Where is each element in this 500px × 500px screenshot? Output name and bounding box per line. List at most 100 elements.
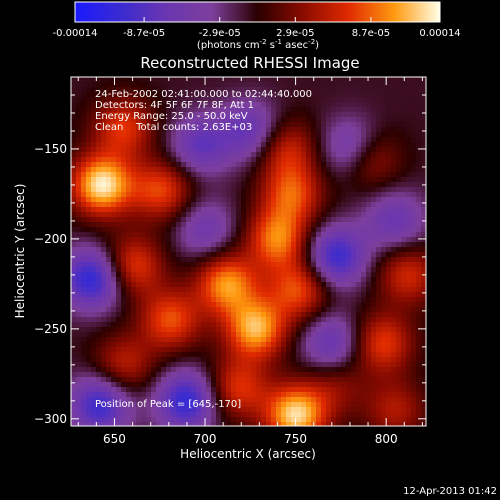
heatmap-cell bbox=[346, 357, 352, 363]
heatmap-cell bbox=[421, 207, 426, 213]
heatmap-cell bbox=[221, 182, 227, 188]
heatmap-cell bbox=[266, 302, 272, 308]
heatmap-cell bbox=[281, 267, 287, 273]
heatmap-cell bbox=[306, 262, 312, 268]
heatmap-cell bbox=[356, 257, 362, 263]
heatmap-cell bbox=[196, 272, 202, 278]
heatmap-cell bbox=[316, 367, 322, 373]
heatmap-cell bbox=[321, 277, 327, 283]
heatmap-cell bbox=[121, 117, 127, 123]
heatmap-cell bbox=[206, 137, 212, 143]
heatmap-cell bbox=[261, 307, 267, 313]
heatmap-cell bbox=[121, 322, 127, 328]
heatmap-cell bbox=[401, 157, 407, 163]
heatmap-cell bbox=[201, 397, 207, 403]
heatmap-cell bbox=[201, 317, 207, 323]
heatmap-cell bbox=[71, 352, 77, 358]
heatmap-cell bbox=[311, 132, 317, 138]
heatmap-cell bbox=[226, 162, 232, 168]
heatmap-cell bbox=[386, 142, 392, 148]
heatmap-cell bbox=[131, 152, 137, 158]
heatmap-cell bbox=[361, 347, 367, 353]
heatmap-cell bbox=[386, 422, 392, 426]
heatmap-cell bbox=[216, 287, 222, 293]
heatmap-cell bbox=[271, 312, 277, 318]
heatmap-cell bbox=[411, 182, 417, 188]
heatmap-cell bbox=[161, 357, 167, 363]
heatmap-cell bbox=[261, 387, 267, 393]
heatmap-cell bbox=[321, 417, 327, 423]
heatmap-cell bbox=[276, 212, 282, 218]
heatmap-cell bbox=[291, 242, 297, 248]
heatmap-cell bbox=[151, 397, 157, 403]
heatmap-cell bbox=[201, 87, 207, 93]
heatmap-cell bbox=[186, 387, 192, 393]
heatmap-cell bbox=[321, 132, 327, 138]
heatmap-cell bbox=[161, 312, 167, 318]
heatmap-cell bbox=[256, 277, 262, 283]
heatmap-cell bbox=[406, 177, 412, 183]
heatmap-cell bbox=[176, 227, 182, 233]
heatmap-cell bbox=[391, 297, 397, 303]
heatmap-cell bbox=[176, 202, 182, 208]
heatmap-cell bbox=[81, 142, 87, 148]
heatmap-cell bbox=[266, 262, 272, 268]
heatmap-cell bbox=[191, 137, 197, 143]
heatmap-cell bbox=[101, 187, 107, 193]
heatmap-cell bbox=[151, 277, 157, 283]
heatmap-cell bbox=[211, 217, 217, 223]
heatmap-cell bbox=[406, 297, 412, 303]
heatmap-cell bbox=[251, 332, 257, 338]
heatmap-cell bbox=[216, 172, 222, 178]
heatmap-cell bbox=[206, 397, 212, 403]
heatmap-cell bbox=[86, 302, 92, 308]
heatmap-cell bbox=[301, 187, 307, 193]
heatmap-cell bbox=[261, 247, 267, 253]
heatmap-cell bbox=[316, 202, 322, 208]
heatmap-cell bbox=[176, 102, 182, 108]
heatmap-cell bbox=[421, 307, 426, 313]
heatmap-cell bbox=[411, 417, 417, 423]
heatmap-cell bbox=[101, 342, 107, 348]
heatmap-cell bbox=[286, 177, 292, 183]
heatmap-cell bbox=[286, 357, 292, 363]
heatmap-cell bbox=[311, 327, 317, 333]
heatmap-cell bbox=[366, 197, 372, 203]
heatmap-cell bbox=[186, 332, 192, 338]
heatmap-cell bbox=[236, 82, 242, 88]
heatmap-cell bbox=[211, 207, 217, 213]
heatmap-cell bbox=[286, 182, 292, 188]
heatmap-cell bbox=[146, 202, 152, 208]
heatmap-cell bbox=[271, 257, 277, 263]
heatmap-cell bbox=[131, 102, 137, 108]
heatmap-cell bbox=[321, 137, 327, 143]
heatmap-cell bbox=[276, 82, 282, 88]
heatmap-cell bbox=[416, 342, 422, 348]
heatmap-cell bbox=[131, 122, 137, 128]
heatmap-cell bbox=[191, 227, 197, 233]
heatmap-cell bbox=[271, 202, 277, 208]
heatmap-cell bbox=[256, 297, 262, 303]
heatmap-cell bbox=[126, 177, 132, 183]
heatmap-cell bbox=[346, 322, 352, 328]
heatmap-cell bbox=[81, 107, 87, 113]
heatmap-cell bbox=[226, 367, 232, 373]
heatmap-cell bbox=[81, 102, 87, 108]
heatmap-cell bbox=[126, 232, 132, 238]
heatmap-cell bbox=[321, 162, 327, 168]
heatmap-cell bbox=[166, 112, 172, 118]
heatmap-cell bbox=[166, 257, 172, 263]
heatmap-cell bbox=[201, 252, 207, 258]
heatmap-cell bbox=[376, 352, 382, 358]
heatmap-cell bbox=[376, 147, 382, 153]
heatmap-cell bbox=[411, 392, 417, 398]
heatmap-cell bbox=[226, 222, 232, 228]
heatmap-cell bbox=[86, 122, 92, 128]
heatmap-cell bbox=[361, 327, 367, 333]
heatmap-cell bbox=[116, 102, 122, 108]
heatmap-cell bbox=[161, 232, 167, 238]
heatmap-cell bbox=[326, 247, 332, 253]
heatmap-cell bbox=[276, 297, 282, 303]
heatmap-cell bbox=[391, 142, 397, 148]
heatmap-cell bbox=[81, 312, 87, 318]
